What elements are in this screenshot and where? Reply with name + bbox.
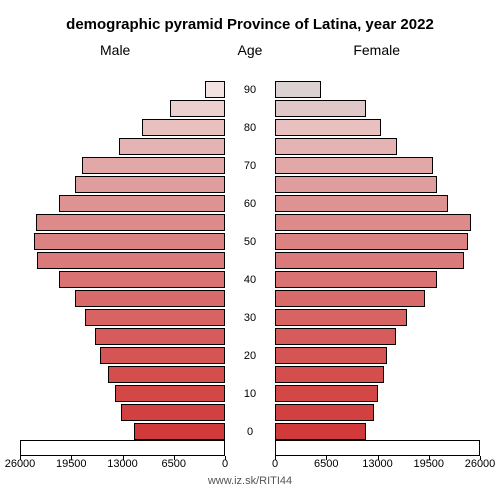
female-bar [275,385,378,402]
x-axis-box-left [20,440,225,456]
age-tick-label: 80 [225,122,275,134]
x-tick-label: 19500 [56,458,87,470]
female-bar [275,233,468,250]
male-bar [170,100,225,117]
female-bar [275,157,433,174]
x-tick-label: 26000 [5,458,36,470]
chart-title: demographic pyramid Province of Latina, … [0,16,500,33]
x-tick-label: 26000 [465,458,496,470]
female-bar [275,366,384,383]
male-bar [59,195,225,212]
female-bars [275,60,480,440]
age-tick-label: 90 [225,84,275,96]
female-bar [275,81,321,98]
x-tick-label: 13000 [362,458,393,470]
age-tick-label: 40 [225,274,275,286]
male-bar [134,423,225,440]
male-bar [119,138,225,155]
male-bar [34,233,225,250]
x-tick-label: 0 [272,458,278,470]
pyramid-plot-area: 0 10 20 30 40 50 60 70 80 90 [20,60,480,440]
age-axis-label: Age [0,42,500,58]
age-tick-label: 60 [225,198,275,210]
male-bar [36,214,225,231]
female-bar [275,309,407,326]
female-bar [275,404,374,421]
female-bar [275,138,397,155]
male-bar [108,366,225,383]
male-bars [20,60,225,440]
age-tick-label: 70 [225,160,275,172]
x-tick-label: 13000 [107,458,138,470]
male-bar [85,309,225,326]
population-pyramid-chart: demographic pyramid Province of Latina, … [0,0,500,500]
age-tick-label: 50 [225,236,275,248]
female-bar [275,195,448,212]
male-bar [100,347,225,364]
male-bar [37,252,225,269]
male-bar [59,271,225,288]
male-bar [75,290,225,307]
male-bar [82,157,226,174]
male-bar [95,328,225,345]
female-bar [275,347,387,364]
x-axis: 2600019500130006500006500130001950026000 [20,440,480,480]
age-tick-label: 20 [225,350,275,362]
age-tick-label: 30 [225,312,275,324]
female-bar [275,119,381,136]
female-bar [275,252,464,269]
female-bar [275,176,437,193]
x-tick-label: 19500 [413,458,444,470]
x-tick-label: 6500 [314,458,338,470]
age-tick-label: 10 [225,388,275,400]
female-bar [275,423,366,440]
male-bar [115,385,225,402]
source-text: www.iz.sk/RITI44 [0,475,500,487]
age-labels-column: 0 10 20 30 40 50 60 70 80 90 [225,60,275,440]
female-bar [275,328,396,345]
female-label: Female [353,42,400,58]
x-tick-label: 6500 [162,458,186,470]
x-axis-box-right [275,440,480,456]
x-tick-label: 0 [222,458,228,470]
male-bar [75,176,225,193]
male-bar [205,81,226,98]
male-bar [142,119,225,136]
male-bar [121,404,225,421]
female-bar [275,100,366,117]
female-bar [275,271,437,288]
age-tick-label: 0 [225,426,275,438]
female-bar [275,290,425,307]
female-bar [275,214,471,231]
